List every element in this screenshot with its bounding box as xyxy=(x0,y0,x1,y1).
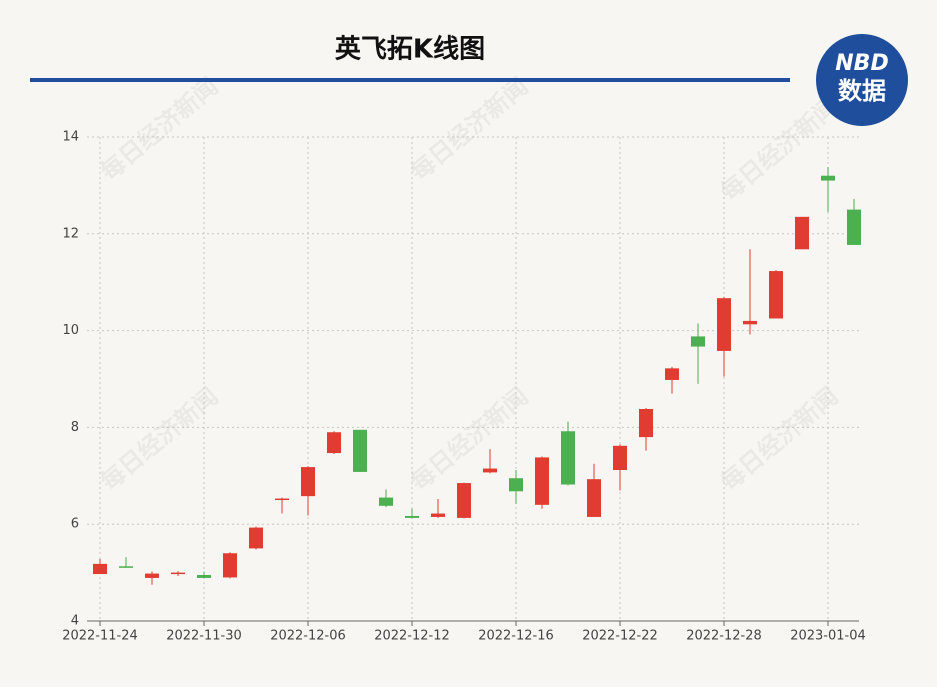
candle-body xyxy=(691,336,705,347)
candle-body xyxy=(561,431,575,485)
candle-body xyxy=(457,483,471,518)
y-tick-label: 6 xyxy=(71,517,79,532)
candle-body xyxy=(613,445,627,470)
candle-body xyxy=(769,271,783,319)
x-tick-label: 2022-12-06 xyxy=(270,629,346,644)
candle-body xyxy=(665,368,679,380)
x-tick-label: 2023-01-04 xyxy=(790,629,866,644)
x-tick-label: 2022-12-12 xyxy=(374,629,450,644)
y-tick-label: 14 xyxy=(62,130,79,145)
candle-body xyxy=(223,553,237,578)
x-tick-label: 2022-11-24 xyxy=(62,629,138,644)
candle-body xyxy=(197,575,211,578)
chart-title: 英飞拓K线图 xyxy=(335,35,485,65)
x-tick-label: 2022-11-30 xyxy=(166,629,242,644)
candle-body xyxy=(353,429,367,472)
logo-top: NBD xyxy=(835,51,888,76)
y-tick-label: 8 xyxy=(71,420,79,435)
candle-body xyxy=(379,497,393,506)
candle-body xyxy=(431,513,445,517)
candle-body xyxy=(119,566,133,568)
candle-body xyxy=(743,320,757,325)
logo-bottom: 数据 xyxy=(838,77,886,105)
candle-body xyxy=(301,467,315,497)
y-tick-label: 10 xyxy=(62,323,79,338)
candle-body xyxy=(639,409,653,438)
logo xyxy=(816,34,908,126)
candle-body xyxy=(847,209,861,245)
candle-body xyxy=(717,298,731,351)
candle-body xyxy=(587,479,601,517)
candle-body xyxy=(145,573,159,578)
candle-body xyxy=(93,563,107,575)
candle-body xyxy=(405,515,419,518)
candle-body xyxy=(821,175,835,181)
x-tick-label: 2022-12-16 xyxy=(478,629,554,644)
candle-body xyxy=(275,498,289,501)
x-tick-label: 2022-12-28 xyxy=(686,629,762,644)
y-tick-label: 4 xyxy=(71,614,79,629)
candle-body xyxy=(535,457,549,505)
candle-body xyxy=(249,527,263,549)
candle-body xyxy=(327,432,341,454)
candle-body xyxy=(483,468,497,473)
candle-body xyxy=(795,216,809,250)
x-tick-label: 2022-12-22 xyxy=(582,629,658,644)
candle-body xyxy=(171,572,185,575)
y-tick-label: 12 xyxy=(62,226,79,241)
candle-body xyxy=(509,478,523,492)
